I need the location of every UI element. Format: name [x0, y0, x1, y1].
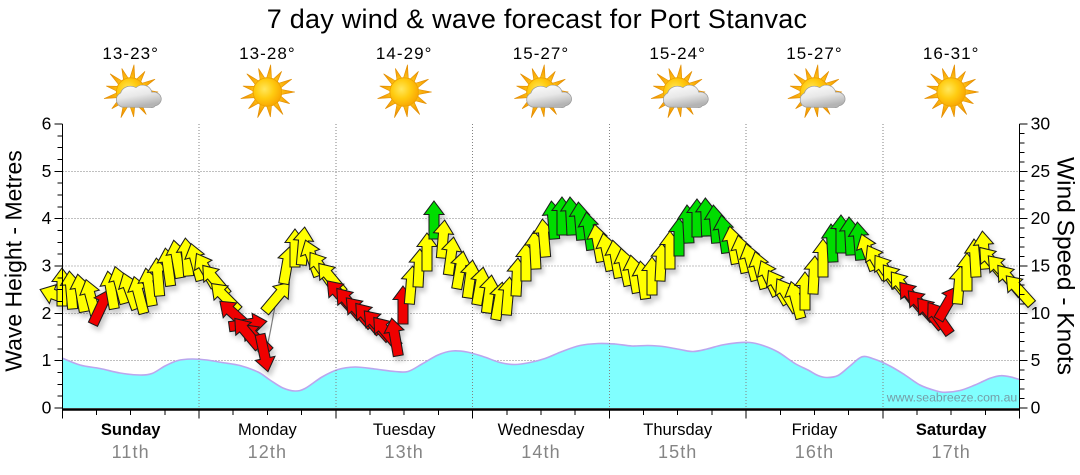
svg-text:17th: 17th [931, 442, 970, 462]
svg-text:Saturday: Saturday [916, 421, 987, 439]
svg-text:10: 10 [1031, 303, 1051, 323]
svg-text:13-28°: 13-28° [239, 44, 296, 63]
svg-text:Thursday: Thursday [643, 421, 713, 439]
svg-text:30: 30 [1031, 114, 1051, 134]
svg-text:15-27°: 15-27° [513, 44, 570, 63]
svg-text:6: 6 [42, 114, 52, 134]
svg-text:5: 5 [1031, 350, 1041, 370]
svg-text:Sunday: Sunday [101, 421, 161, 439]
svg-text:15-27°: 15-27° [786, 44, 843, 63]
svg-text:11th: 11th [112, 442, 150, 462]
svg-text:14-29°: 14-29° [376, 44, 433, 63]
svg-text:0: 0 [42, 398, 52, 418]
svg-text:Tuesday: Tuesday [373, 421, 436, 439]
svg-text:4: 4 [42, 208, 52, 228]
svg-text:13-23°: 13-23° [102, 44, 159, 63]
svg-text:Wednesday: Wednesday [498, 421, 586, 439]
svg-text:12th: 12th [248, 442, 287, 462]
svg-text:1: 1 [42, 350, 52, 370]
svg-text:14th: 14th [521, 442, 560, 462]
svg-text:16th: 16th [795, 442, 834, 462]
svg-text:16-31°: 16-31° [923, 44, 980, 63]
svg-text:Friday: Friday [792, 421, 839, 439]
svg-text:Wind Speed - Knots: Wind Speed - Knots [1052, 157, 1079, 375]
svg-text:3: 3 [42, 256, 52, 276]
svg-text:13th: 13th [384, 442, 423, 462]
svg-text:2: 2 [42, 303, 52, 323]
svg-text:Wave Height - Metres: Wave Height - Metres [1, 150, 27, 372]
svg-text:www.seabreeze.com.au: www.seabreeze.com.au [886, 391, 1018, 405]
svg-text:15: 15 [1031, 256, 1050, 276]
svg-text:15-24°: 15-24° [649, 44, 706, 63]
svg-text:5: 5 [42, 161, 52, 181]
svg-text:25: 25 [1031, 161, 1050, 181]
svg-text:20: 20 [1031, 208, 1051, 228]
svg-text:7 day wind & wave forecast for: 7 day wind & wave forecast for Port Stan… [267, 4, 808, 34]
svg-text:0: 0 [1031, 398, 1041, 418]
svg-text:Monday: Monday [238, 421, 297, 439]
svg-text:15th: 15th [658, 442, 697, 462]
